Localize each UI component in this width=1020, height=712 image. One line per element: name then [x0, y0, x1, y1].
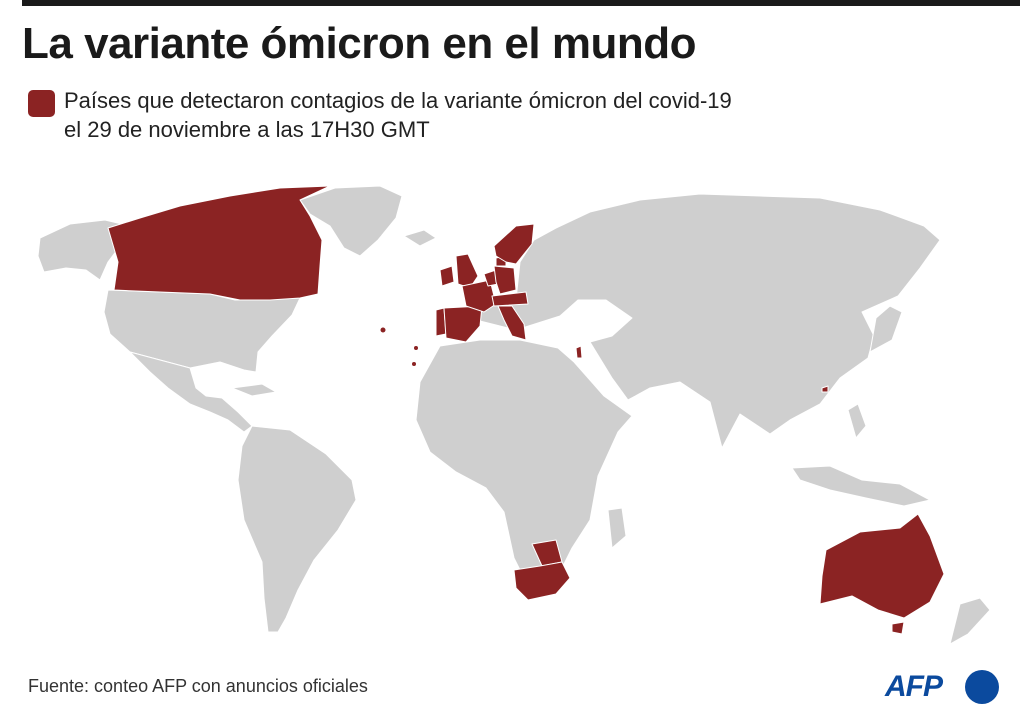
- country-switzerland-austria: [491, 291, 529, 307]
- island-azores: [380, 327, 386, 333]
- caribbean-islands: [231, 383, 277, 397]
- country-italy: [497, 305, 527, 341]
- new-zealand: [949, 597, 991, 645]
- top-rule: [22, 0, 1020, 6]
- greenland: [299, 185, 403, 257]
- eurasia: [455, 193, 941, 449]
- legend-line-2: el 29 de noviembre a las 17H30 GMT: [64, 117, 430, 142]
- japan: [869, 305, 903, 353]
- legend-line-1: Países que detectaron contagios de la va…: [64, 88, 732, 113]
- country-norway-sweden: [493, 223, 535, 265]
- madagascar: [607, 507, 627, 549]
- country-germany: [493, 265, 517, 295]
- country-france: [461, 279, 497, 313]
- usa: [103, 289, 301, 373]
- afp-logo-text: AFP: [885, 670, 943, 703]
- source-note: Fuente: conteo AFP con anuncios oficiale…: [28, 676, 368, 696]
- iceland: [403, 229, 437, 247]
- country-australia: [819, 513, 945, 619]
- island-canaries: [412, 362, 416, 366]
- land-layer: [37, 185, 991, 645]
- philippines: [847, 403, 867, 439]
- country-spain: [443, 305, 483, 343]
- afp-logo: AFP: [885, 668, 1000, 706]
- alaska: [37, 219, 131, 281]
- afp-logo-dot: [965, 670, 999, 704]
- island-dots: [380, 327, 418, 366]
- country-south-africa: [513, 561, 571, 601]
- country-hong-kong: [821, 385, 829, 393]
- page-title: La variante ómicron en el mundo: [22, 19, 696, 68]
- country-australia-tasmania: [891, 621, 905, 635]
- highlight-layer: [107, 185, 945, 635]
- country-canada: [107, 185, 331, 301]
- south-america: [237, 425, 357, 633]
- legend-swatch: [28, 90, 55, 117]
- country-israel: [575, 345, 583, 359]
- island-madeira: [414, 346, 418, 350]
- country-ireland: [439, 265, 455, 287]
- legend-text: Países que detectaron contagios de la va…: [64, 86, 1014, 144]
- world-map: [37, 185, 991, 645]
- africa: [415, 339, 633, 591]
- country-uk: [455, 253, 479, 289]
- southeast-asia-islands: [791, 465, 931, 507]
